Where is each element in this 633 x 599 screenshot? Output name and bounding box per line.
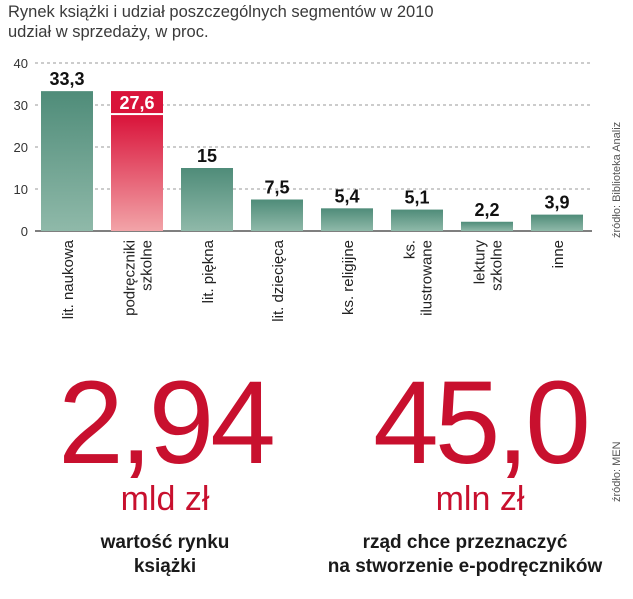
market-value-number: 2,94 [58,357,276,489]
chart-title-block: Rynek książki i udział poszczególnych se… [8,2,478,42]
category-label: lektury [472,240,489,285]
bar [41,91,93,231]
highlight-label-bg [111,91,163,114]
caption-line: rząd chce przeznaczyć [362,532,568,553]
y-tick-label: 10 [14,182,28,197]
category-label: lit. dziecięca [270,239,287,321]
bar [531,214,583,231]
category-label: inne [550,240,567,268]
y-tick-label: 0 [21,224,28,239]
y-tick-label: 20 [14,140,28,155]
data-label: 5,4 [334,186,359,206]
chart-source: źródło: Biblioteka Analiz [611,121,623,238]
y-tick-label: 30 [14,98,28,113]
category-label: ks. [402,240,419,259]
category-label: podręczniki [122,240,139,316]
data-label: 33,3 [49,69,84,89]
bar [111,115,163,231]
bar [391,209,443,231]
bar-chart: 0 10 20 30 40 33,3 27,6 15 7,5 5,4 5,1 2,2 3,9 lit.… [14,56,592,322]
category-label: lit. piękna [200,239,217,303]
y-tick-label: 40 [14,56,28,71]
caption-line: wartość rynku [100,532,230,553]
bar [251,199,303,231]
budget-unit: mln zł [435,480,525,518]
caption-line: książki [133,556,197,577]
chart-subtitle: udział w sprzedaży, w proc. [8,23,209,41]
bar [461,221,513,231]
data-label: 27,6 [119,93,154,113]
budget-number: 45,0 [373,357,591,489]
category-label: ks. religijne [340,240,357,315]
caption-line: na stworzenie e-podręczników [327,556,603,577]
data-label: 5,1 [404,188,429,208]
data-label: 7,5 [264,178,289,198]
data-label: 15 [197,146,217,166]
market-value-caption: wartość rynku książki [45,531,285,579]
bar [181,168,233,231]
chart-title: Rynek książki i udział poszczególnych se… [8,3,434,21]
data-label: 3,9 [544,193,569,213]
category-label: szkolne [489,240,506,291]
bar [321,208,373,231]
budget-caption: rząd chce przeznaczyć na stworzenie e-po… [305,531,625,579]
category-label: szkolne [139,240,156,291]
category-label: ilustrowane [419,240,436,316]
category-label: lit. naukowa [60,239,77,319]
data-label: 2,2 [474,200,499,220]
market-value-unit: mld zł [120,480,210,518]
